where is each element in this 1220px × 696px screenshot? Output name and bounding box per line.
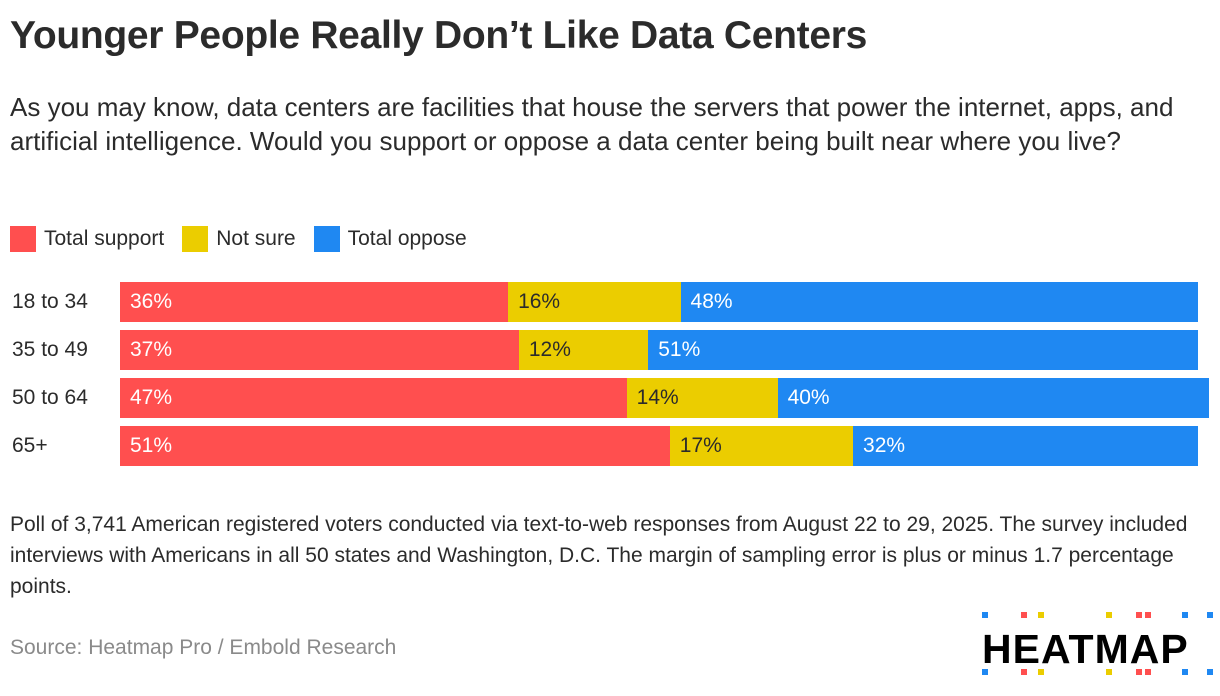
legend: Total support Not sure Total oppose	[10, 226, 467, 252]
data-label: 51%	[658, 338, 701, 361]
chart-subtitle: As you may know, data centers are facili…	[10, 92, 1174, 156]
logo-dot	[1207, 669, 1213, 675]
legend-item: Total oppose	[313, 226, 467, 252]
bar-segment-not-sure: 17%	[669, 426, 854, 466]
logo-dot	[1145, 612, 1151, 618]
logo-dot	[1106, 669, 1112, 675]
source-text: Source: Heatmap Pro / Embold Research	[10, 636, 397, 659]
logo-text: HEATMAP	[982, 626, 1189, 672]
bar-segment-total-support: 36%	[120, 282, 509, 322]
logo-dot	[1207, 612, 1213, 618]
legend-swatch	[10, 226, 36, 252]
category-label: 35 to 49	[12, 338, 88, 361]
data-label: 12%	[528, 338, 571, 361]
bar-segment-total-oppose: 40%	[777, 378, 1209, 418]
data-label: 36%	[130, 290, 173, 313]
legend-swatch	[182, 226, 209, 252]
legend-label: Total support	[44, 227, 165, 250]
data-label: 14%	[636, 386, 679, 409]
category-label: 50 to 64	[12, 386, 88, 409]
bar-segment-total-oppose: 48%	[680, 282, 1198, 322]
logo-dot	[1038, 612, 1044, 618]
chart-title: Younger People Really Don’t Like Data Ce…	[10, 14, 867, 57]
category-label: 18 to 34	[12, 290, 88, 313]
logo-dot	[1145, 669, 1151, 675]
logo-dot	[1021, 669, 1027, 675]
logo-dot	[1021, 612, 1027, 618]
legend-label: Not sure	[216, 227, 296, 250]
bar-segment-total-oppose: 51%	[648, 330, 1198, 370]
data-label: 32%	[863, 434, 906, 457]
logo-dot	[982, 612, 988, 618]
logo-dot	[1106, 612, 1112, 618]
legend-item: Total support	[10, 226, 164, 252]
data-label: 47%	[130, 386, 173, 409]
logo-dot	[982, 669, 988, 675]
logo-dot	[1136, 612, 1142, 618]
data-label: 40%	[787, 386, 830, 409]
bar-segment-total-support: 47%	[120, 378, 627, 418]
bar-segment-total-support: 51%	[120, 426, 670, 466]
bar-segment-not-sure: 12%	[518, 330, 649, 370]
logo-dot	[1136, 669, 1142, 675]
bar-segment-total-oppose: 32%	[853, 426, 1198, 466]
legend-item: Not sure	[182, 226, 296, 252]
data-label: 17%	[679, 434, 722, 457]
logo-dot	[1038, 669, 1044, 675]
legend-swatch	[313, 226, 340, 252]
logo-dot	[1182, 612, 1188, 618]
data-label: 37%	[130, 338, 173, 361]
data-label: 48%	[690, 290, 733, 313]
logo-dot	[1182, 669, 1188, 675]
methodology-note: Poll of 3,741 American registered voters…	[10, 513, 1188, 598]
legend-label: Total oppose	[347, 227, 467, 250]
category-label: 65+	[12, 434, 48, 457]
data-label: 51%	[130, 434, 173, 457]
bar-segment-not-sure: 16%	[508, 282, 681, 322]
data-label: 16%	[518, 290, 561, 313]
bar-segment-total-support: 37%	[120, 330, 519, 370]
bar-segment-not-sure: 14%	[626, 378, 778, 418]
